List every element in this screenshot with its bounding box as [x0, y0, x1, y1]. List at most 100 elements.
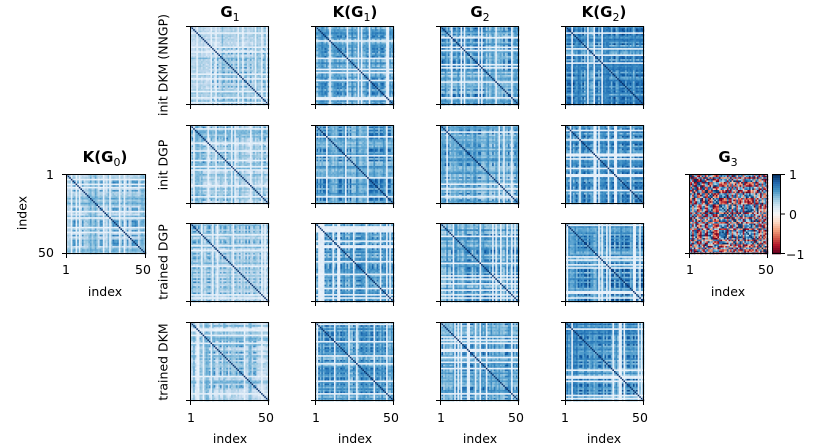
heatmap-cell [69, 207, 72, 210]
heatmap-cell [259, 48, 262, 50]
heatmap-cell [109, 188, 112, 191]
heatmap-cell [130, 180, 132, 183]
heatmap-cell [101, 186, 104, 189]
heatmap-cell [253, 68, 256, 71]
heatmap-cell [216, 68, 219, 71]
heatmap-cell [125, 212, 128, 215]
heatmap-cell [213, 68, 216, 71]
heatmap-cell [101, 180, 104, 183]
heatmap-cell [142, 204, 145, 207]
heatmap-cell [126, 230, 129, 232]
heatmap-cell [86, 199, 89, 202]
heatmap-cell [74, 215, 76, 218]
heatmap-cell [245, 70, 248, 73]
heatmap-cell [196, 33, 199, 36]
heatmap-cell [139, 223, 142, 226]
heatmap-cell [253, 86, 256, 88]
heatmap-cell [102, 206, 105, 208]
heatmap-cell [131, 218, 134, 221]
heatmap-cell [237, 54, 240, 57]
heatmap-cell [82, 202, 84, 205]
heatmap-cell [257, 90, 260, 93]
heatmap-cell [197, 68, 200, 71]
heatmap-cell [261, 46, 263, 49]
heatmap-cell [224, 101, 227, 104]
heatmap-cell [91, 239, 94, 242]
heatmap-cell [69, 196, 72, 199]
heatmap-cell [215, 48, 218, 50]
heatmap-cell [224, 98, 227, 101]
heatmap-cell [80, 225, 83, 228]
heatmap-cell [207, 49, 210, 52]
heatmap-cell [218, 87, 221, 90]
heatmap-cell [128, 246, 131, 248]
heatmap-cell [104, 175, 107, 178]
heatmap-cell [194, 49, 197, 52]
heatmap-cell [251, 68, 254, 71]
heatmap-cell [229, 98, 232, 101]
heatmap-cell [136, 209, 139, 212]
heatmap-cell [117, 182, 120, 184]
heatmap-cell [102, 193, 105, 196]
heatmap-cell [227, 30, 230, 33]
heatmap-cell [120, 238, 123, 240]
heatmap-cell [202, 74, 205, 77]
heatmap-cell [72, 246, 75, 248]
heatmap-cell [253, 57, 256, 60]
heatmap-cell [123, 185, 126, 188]
heatmap-cell [221, 65, 224, 68]
heatmap-cell [74, 178, 76, 181]
col-title-4: K(G2) [582, 3, 627, 24]
heatmap-cell [238, 74, 241, 77]
heatmap-cell [134, 180, 137, 183]
heatmap-cell [120, 204, 123, 207]
heatmap-cell [67, 182, 70, 184]
heatmap-cell [257, 89, 260, 92]
heatmap-cell [248, 30, 251, 33]
heatmap-cell [67, 194, 70, 197]
heatmap-cell [251, 100, 254, 103]
heatmap-cell [226, 101, 229, 104]
heatmap-cell [125, 194, 128, 197]
heatmap-cell [83, 209, 86, 212]
heatmap-cell [78, 214, 81, 216]
heatmap-cell [204, 56, 207, 58]
heatmap-cell [69, 220, 72, 223]
heatmap-cell [136, 191, 139, 194]
heatmap-cell [112, 180, 115, 183]
heatmap-cell [229, 95, 232, 98]
heatmap-cell [248, 95, 251, 98]
heatmap-cell [99, 220, 102, 223]
heatmap-cell [251, 70, 254, 73]
heatmap-cell [201, 27, 203, 30]
heatmap-cell [83, 241, 86, 244]
heatmap-cell [136, 199, 139, 202]
heatmap-cell [78, 217, 81, 220]
heatmap-cell [93, 212, 96, 215]
heatmap-cell [264, 71, 267, 74]
heatmap-cell [128, 239, 131, 242]
heatmap-cell [82, 186, 84, 189]
heatmap-cell [215, 59, 218, 62]
heatmap-cell [240, 57, 243, 60]
heatmap-cell [142, 246, 145, 248]
heatmap-cell [240, 27, 243, 30]
heatmap-cell [72, 244, 75, 247]
heatmap-cell [75, 230, 78, 232]
col-1-title-main: G [220, 3, 232, 21]
heatmap-cell [74, 234, 76, 237]
heatmap-cell [216, 78, 219, 80]
heatmap-cell [122, 202, 124, 205]
heatmap-cell [78, 246, 81, 248]
heatmap-cell [194, 81, 197, 84]
heatmap-cell [218, 71, 221, 74]
heatmap-cell [123, 206, 126, 208]
heatmap-cell [122, 233, 124, 236]
heatmap-cell [138, 196, 140, 199]
heatmap-cell [117, 218, 120, 221]
heatmap-cell [98, 182, 100, 184]
heatmap-cell [106, 199, 108, 202]
heatmap-cell [207, 27, 210, 30]
heatmap-cell [216, 37, 219, 39]
heatmap-cell [245, 76, 248, 79]
